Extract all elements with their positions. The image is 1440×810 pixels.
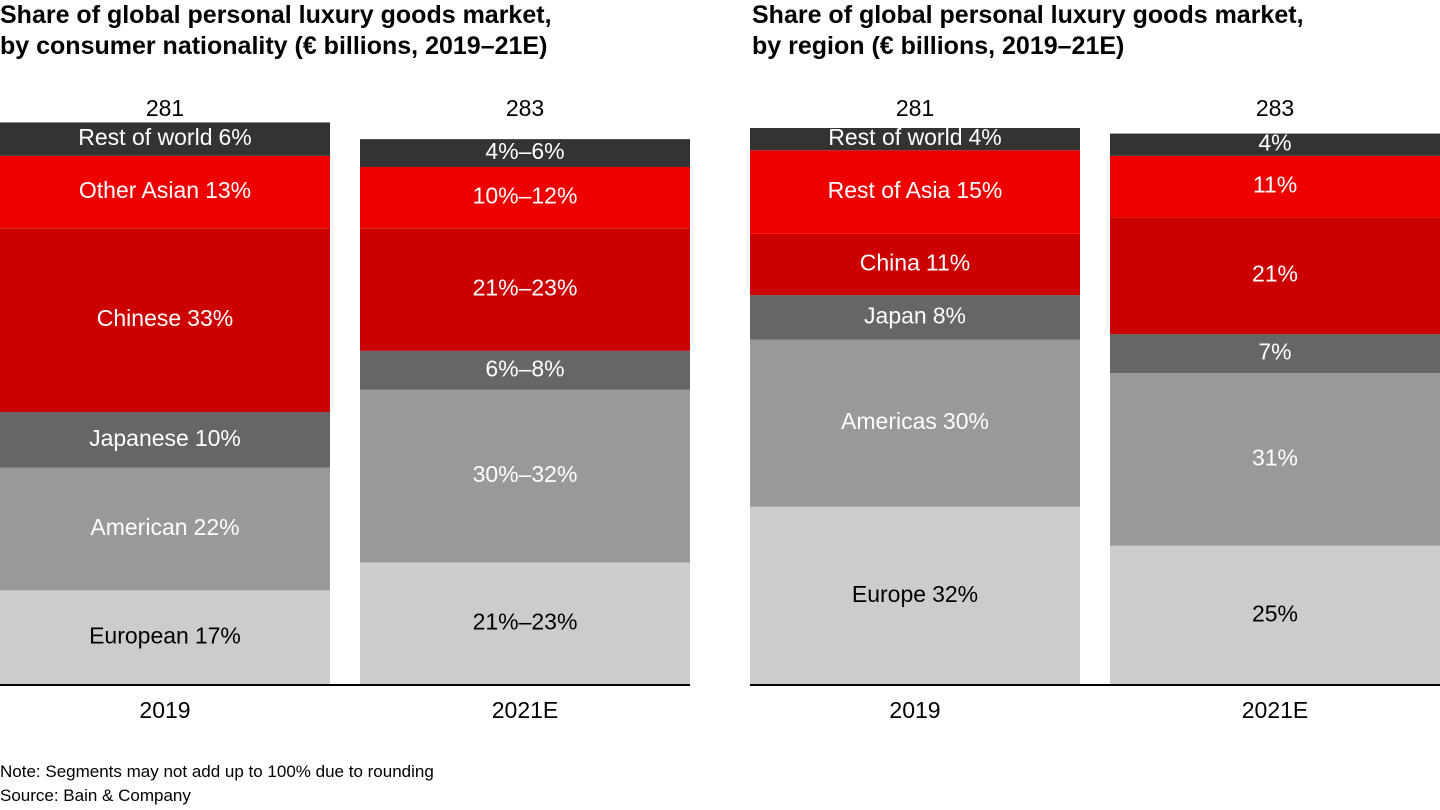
segment-name: Rest of Asia [828, 177, 951, 203]
data-label: 4% [1258, 130, 1291, 156]
value-label: 8% [933, 302, 966, 328]
bar-segment [1110, 545, 1440, 685]
segment-name: Other Asian [79, 177, 199, 203]
data-label: 4%–6% [485, 138, 564, 164]
bar-segment [1110, 155, 1440, 218]
bar-segment [0, 122, 330, 156]
data-label: 6%–8% [485, 355, 564, 381]
bar-segment [0, 155, 330, 229]
value-label: 25% [1252, 600, 1298, 626]
value-label: 22% [194, 514, 240, 540]
value-label: 4% [1258, 130, 1291, 156]
data-label: 31% [1252, 444, 1298, 470]
segment-name: Rest of world [828, 124, 962, 150]
x-tick-label: 2021E [492, 697, 559, 723]
data-label: Europe 32% [852, 581, 978, 607]
data-label: Japan 8% [864, 302, 966, 328]
source: Source: Bain & Company [0, 786, 191, 805]
segment-name: European [89, 623, 189, 649]
x-tick-label: 2021E [1242, 697, 1309, 723]
data-label: Rest of Asia 15% [828, 177, 1003, 203]
data-label: China 11% [860, 250, 970, 276]
value-label: 6%–8% [485, 355, 564, 381]
bar-segment [360, 562, 690, 685]
x-tick-label: 2019 [889, 697, 940, 723]
bar-segment [360, 350, 690, 390]
note: Note: Segments may not add up to 100% du… [0, 762, 434, 781]
data-label: Rest of world 4% [828, 124, 1001, 150]
segment-name: Americas [841, 408, 937, 434]
bar-segment [0, 412, 330, 468]
bar-segment [1110, 133, 1440, 156]
value-label: 32% [932, 581, 978, 607]
bar-segment [0, 467, 330, 591]
data-label: 30%–32% [473, 461, 578, 487]
data-label: American 22% [90, 514, 239, 540]
data-label: 21% [1252, 261, 1298, 287]
bar-segment [360, 166, 690, 229]
value-label: 33% [187, 305, 233, 331]
data-label: 7% [1258, 339, 1291, 365]
data-label: 11% [1253, 172, 1297, 198]
value-label: 21%–23% [473, 275, 578, 301]
segment-name: China [860, 250, 920, 276]
data-label: Rest of world 6% [78, 124, 251, 150]
data-label: Japanese 10% [89, 425, 241, 451]
bar-segment [1110, 373, 1440, 546]
total-label: 281 [896, 95, 934, 121]
value-label: 6% [218, 124, 251, 150]
segment-name: Japanese [89, 425, 189, 451]
bar-segment [360, 228, 690, 351]
bar-segment [750, 506, 1080, 685]
total-label: 283 [1256, 95, 1294, 121]
bar-segment [750, 150, 1080, 234]
value-label: 21%–23% [473, 609, 578, 635]
bar-segment [750, 128, 1080, 151]
value-label: 11% [1253, 172, 1297, 198]
segment-name: Japan [864, 302, 927, 328]
x-tick-label: 2019 [139, 697, 190, 723]
segment-name: Chinese [97, 305, 181, 331]
value-label: 30%–32% [473, 461, 578, 487]
value-label: 11% [926, 250, 970, 276]
value-label: 10%–12% [473, 183, 578, 209]
chart-title: Share of global personal luxury goods ma… [0, 1, 552, 60]
data-label: 10%–12% [473, 183, 578, 209]
data-label: Other Asian 13% [79, 177, 251, 203]
bar-segment [360, 139, 690, 167]
value-label: 15% [956, 177, 1002, 203]
data-label: Americas 30% [841, 408, 989, 434]
bar-segment [0, 228, 330, 413]
data-label: 21%–23% [473, 275, 578, 301]
bar-segment [360, 389, 690, 563]
segment-name: American [90, 514, 187, 540]
bar-segment [750, 233, 1080, 296]
data-label: 25% [1252, 600, 1298, 626]
value-label: 10% [195, 425, 241, 451]
value-label: 13% [205, 177, 251, 203]
value-label: 30% [943, 408, 989, 434]
bar-segment [1110, 217, 1440, 335]
segment-name: Europe [852, 581, 926, 607]
segment-name: Rest of world [78, 124, 212, 150]
bar-segment [1110, 334, 1440, 374]
data-label: European 17% [89, 623, 241, 649]
value-label: 4%–6% [485, 138, 564, 164]
bar-segment [750, 295, 1080, 340]
bar-segment [0, 590, 330, 685]
value-label: 21% [1252, 261, 1298, 287]
value-label: 4% [968, 124, 1001, 150]
value-label: 7% [1258, 339, 1291, 365]
bar-segment [750, 339, 1080, 507]
total-label: 281 [146, 95, 184, 121]
data-label: Chinese 33% [97, 305, 233, 331]
chart-title: Share of global personal luxury goods ma… [752, 1, 1304, 60]
value-label: 17% [195, 623, 241, 649]
total-label: 283 [506, 95, 544, 121]
value-label: 31% [1252, 444, 1298, 470]
data-label: 21%–23% [473, 609, 578, 635]
